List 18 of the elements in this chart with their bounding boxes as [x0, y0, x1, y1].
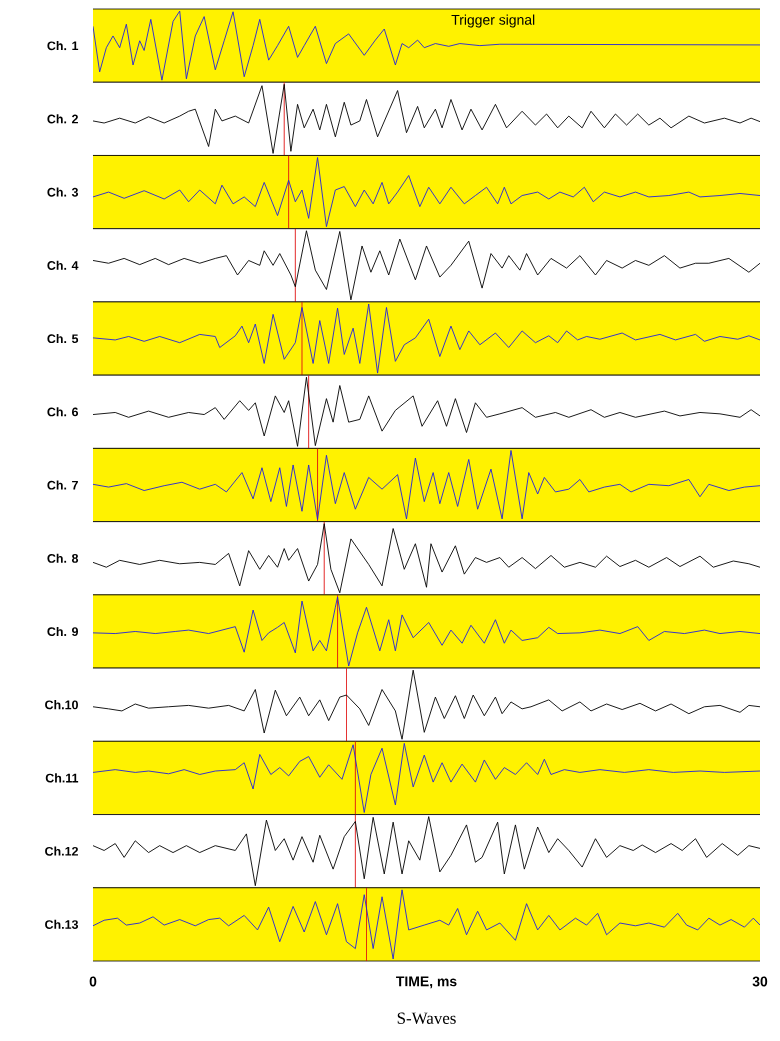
y-axis-title: Ch. 8	[47, 553, 79, 563]
y-axis-title: Ch.11	[45, 773, 79, 783]
y-axis-title: Ch. 4	[47, 260, 79, 270]
x-axis-title: TIME, ms	[396, 976, 457, 989]
annotation: Trigger signal	[451, 14, 535, 28]
y-axis-title: Ch. 1	[47, 41, 79, 51]
y-axis-title: Ch.10	[45, 700, 78, 710]
y-axis-title: Ch. 6	[47, 407, 79, 417]
y-axis-title: Ch. 5	[47, 333, 79, 344]
x-tick-label: 30	[752, 976, 768, 987]
y-axis-title: Ch. 2	[47, 114, 78, 124]
y-axis-title: Ch. 7	[47, 480, 78, 490]
y-axis-title: Ch.12	[45, 846, 78, 856]
text: S-Waves	[397, 1012, 456, 1024]
y-axis-title: Ch.13	[45, 919, 79, 929]
x-tick-label: 0	[89, 976, 97, 987]
y-axis-title: Ch. 9	[47, 626, 79, 637]
y-axis-title: Ch. 3	[47, 187, 79, 197]
